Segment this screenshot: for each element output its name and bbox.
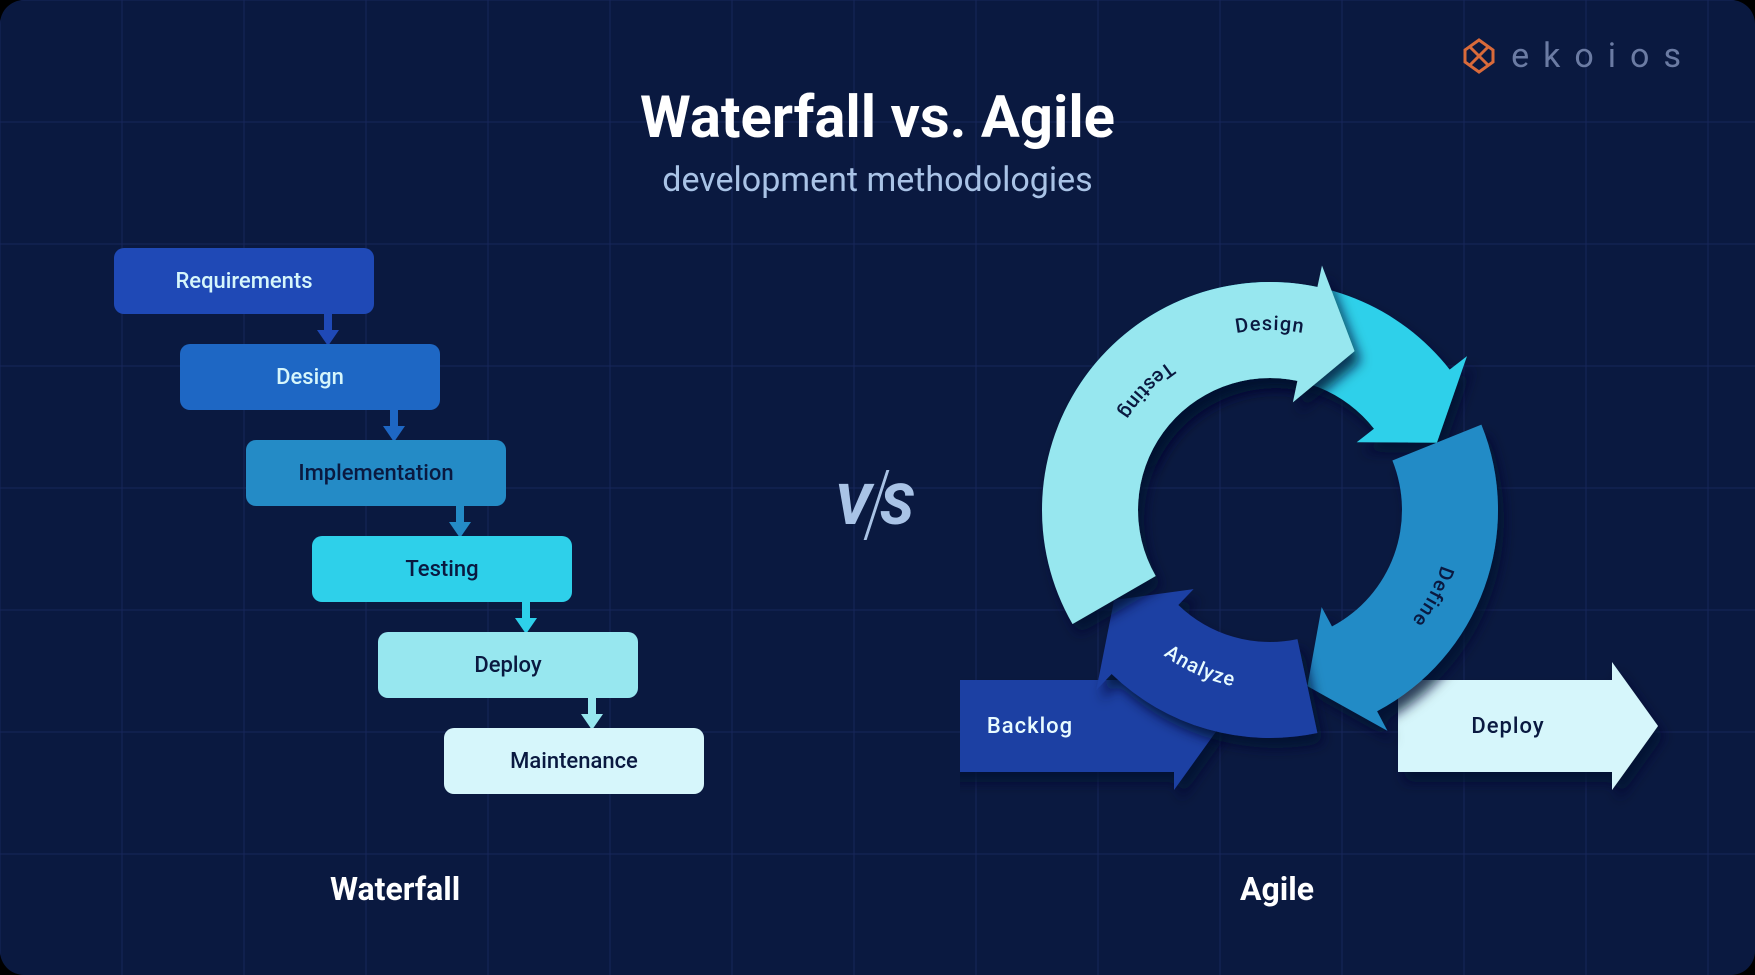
- waterfall-arrow-icon: [317, 314, 339, 346]
- brand-logo: ekoios: [1459, 36, 1695, 76]
- agile-diagram: DesignDefineAnalyzeTestingBacklogDeploy: [960, 230, 1700, 830]
- waterfall-arrow-icon: [515, 602, 537, 634]
- waterfall-label: Waterfall: [330, 870, 460, 908]
- vs-divider: V S: [835, 470, 915, 540]
- page-title: Waterfall vs. Agile: [0, 84, 1755, 152]
- infographic-canvas: ekoios Waterfall vs. Agile development m…: [0, 0, 1755, 975]
- agile-label: Agile: [1240, 870, 1314, 908]
- page-subtitle: development methodologies: [0, 160, 1755, 200]
- agile-deploy-label: Deploy: [1471, 714, 1544, 739]
- waterfall-step-implementation: Implementation: [246, 440, 506, 506]
- waterfall-step-maintenance: Maintenance: [444, 728, 704, 794]
- waterfall-arrow-icon: [581, 698, 603, 730]
- waterfall-arrow-icon: [383, 410, 405, 442]
- agile-segment-label-design: Design: [1234, 311, 1307, 338]
- agile-backlog-label: Backlog: [987, 714, 1073, 739]
- waterfall-step-testing: Testing: [312, 536, 572, 602]
- waterfall-arrow-icon: [449, 506, 471, 538]
- waterfall-step-deploy: Deploy: [378, 632, 638, 698]
- brand-name: ekoios: [1511, 36, 1695, 76]
- waterfall-step-design: Design: [180, 344, 440, 410]
- brand-mark-icon: [1459, 36, 1499, 76]
- waterfall-step-requirements: Requirements: [114, 248, 374, 314]
- agile-segment-testing: [1042, 265, 1355, 624]
